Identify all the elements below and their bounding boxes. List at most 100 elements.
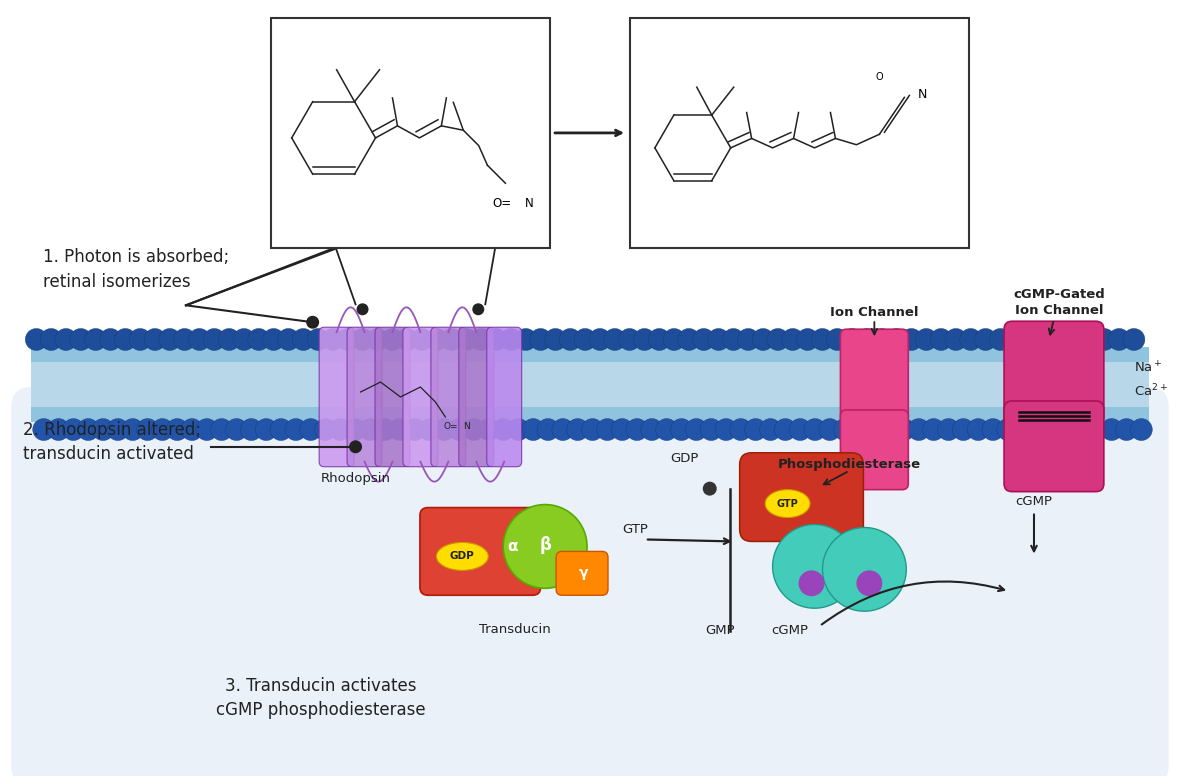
Circle shape xyxy=(203,329,226,350)
Text: Na$^+$
Ca$^{2+}$: Na$^+$ Ca$^{2+}$ xyxy=(1134,361,1168,399)
Circle shape xyxy=(930,329,952,350)
Circle shape xyxy=(589,329,611,350)
Text: Transducin: Transducin xyxy=(479,623,551,636)
Circle shape xyxy=(997,419,1019,441)
Circle shape xyxy=(503,504,587,588)
Text: O=: O= xyxy=(443,422,458,431)
Circle shape xyxy=(730,419,752,441)
Circle shape xyxy=(767,329,788,350)
Circle shape xyxy=(248,329,270,350)
FancyBboxPatch shape xyxy=(420,507,541,595)
Circle shape xyxy=(356,303,368,315)
Circle shape xyxy=(396,329,418,350)
Circle shape xyxy=(500,329,522,350)
Circle shape xyxy=(893,419,914,441)
Text: cGMP-Gated
Ion Channel: cGMP-Gated Ion Channel xyxy=(1013,287,1105,317)
Circle shape xyxy=(841,329,863,350)
Bar xyxy=(630,19,970,248)
Circle shape xyxy=(433,419,455,441)
Circle shape xyxy=(1072,419,1093,441)
Text: cGMP: cGMP xyxy=(772,624,809,637)
Circle shape xyxy=(708,329,730,350)
Circle shape xyxy=(923,419,944,441)
Circle shape xyxy=(737,329,760,350)
FancyBboxPatch shape xyxy=(840,329,908,423)
Circle shape xyxy=(352,329,373,350)
Circle shape xyxy=(158,329,181,350)
Circle shape xyxy=(366,329,389,350)
Circle shape xyxy=(32,419,55,441)
Circle shape xyxy=(990,329,1012,350)
Circle shape xyxy=(655,419,678,441)
Circle shape xyxy=(1086,419,1108,441)
Circle shape xyxy=(798,570,824,596)
Circle shape xyxy=(1123,329,1145,350)
Circle shape xyxy=(886,329,907,350)
Circle shape xyxy=(410,329,433,350)
Circle shape xyxy=(270,419,292,441)
FancyBboxPatch shape xyxy=(1004,401,1104,492)
Circle shape xyxy=(774,419,797,441)
Text: Rhodopsin: Rhodopsin xyxy=(320,472,390,485)
Circle shape xyxy=(545,329,566,350)
FancyBboxPatch shape xyxy=(347,327,382,467)
Circle shape xyxy=(211,419,233,441)
Circle shape xyxy=(1093,329,1115,350)
Text: N: N xyxy=(463,422,470,431)
Circle shape xyxy=(25,329,47,350)
Circle shape xyxy=(596,419,618,441)
Circle shape xyxy=(974,329,996,350)
Circle shape xyxy=(188,329,210,350)
Circle shape xyxy=(715,419,737,441)
Circle shape xyxy=(678,329,700,350)
Circle shape xyxy=(857,570,882,596)
Circle shape xyxy=(856,329,878,350)
Circle shape xyxy=(130,329,151,350)
Circle shape xyxy=(62,419,84,441)
Circle shape xyxy=(470,329,492,350)
Text: γ: γ xyxy=(578,566,588,580)
Circle shape xyxy=(314,419,336,441)
Circle shape xyxy=(1019,329,1042,350)
Circle shape xyxy=(641,419,662,441)
Circle shape xyxy=(634,329,655,350)
Ellipse shape xyxy=(766,490,810,517)
FancyBboxPatch shape xyxy=(319,327,354,467)
Circle shape xyxy=(1079,329,1100,350)
Circle shape xyxy=(492,419,515,441)
Circle shape xyxy=(582,419,604,441)
Bar xyxy=(31,362,1148,407)
Circle shape xyxy=(1026,419,1049,441)
Text: GTP: GTP xyxy=(622,523,648,536)
Text: 3. Transducin activates
cGMP phosphodiesterase: 3. Transducin activates cGMP phosphodies… xyxy=(216,677,426,719)
Circle shape xyxy=(1012,419,1033,441)
FancyBboxPatch shape xyxy=(458,327,493,467)
Circle shape xyxy=(703,482,716,496)
Circle shape xyxy=(85,329,107,350)
Circle shape xyxy=(900,329,923,350)
Circle shape xyxy=(456,329,478,350)
Circle shape xyxy=(263,329,284,350)
Circle shape xyxy=(440,329,462,350)
Circle shape xyxy=(107,419,128,441)
Circle shape xyxy=(473,303,485,315)
Circle shape xyxy=(337,329,359,350)
Circle shape xyxy=(1034,329,1056,350)
Ellipse shape xyxy=(437,542,488,570)
FancyBboxPatch shape xyxy=(840,410,908,490)
Circle shape xyxy=(529,329,552,350)
Circle shape xyxy=(811,329,833,350)
Text: GMP: GMP xyxy=(704,624,734,637)
Circle shape xyxy=(515,329,536,350)
Circle shape xyxy=(40,329,62,350)
Circle shape xyxy=(908,419,930,441)
Circle shape xyxy=(284,419,307,441)
FancyBboxPatch shape xyxy=(1004,321,1104,425)
Circle shape xyxy=(306,315,319,329)
Circle shape xyxy=(827,329,848,350)
Circle shape xyxy=(982,419,1004,441)
Circle shape xyxy=(463,419,485,441)
Circle shape xyxy=(871,329,893,350)
Circle shape xyxy=(293,329,314,350)
Circle shape xyxy=(218,329,240,350)
